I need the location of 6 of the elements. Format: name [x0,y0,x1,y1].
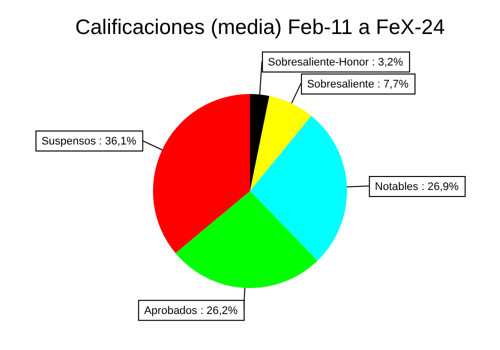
slice-label: Suspensos : 36,1% [41,136,136,148]
slice-label: Sobresaliente : 7,7% [306,78,409,90]
chart-title: Calificaciones (media) Feb-11 a FeX-24 [74,15,446,41]
slice-label: Notables : 26,9% [374,180,459,193]
slice-label: Sobresaliente-Honor : 3,2% [268,56,404,68]
slice-label: Aprobados : 26,2% [144,304,238,317]
